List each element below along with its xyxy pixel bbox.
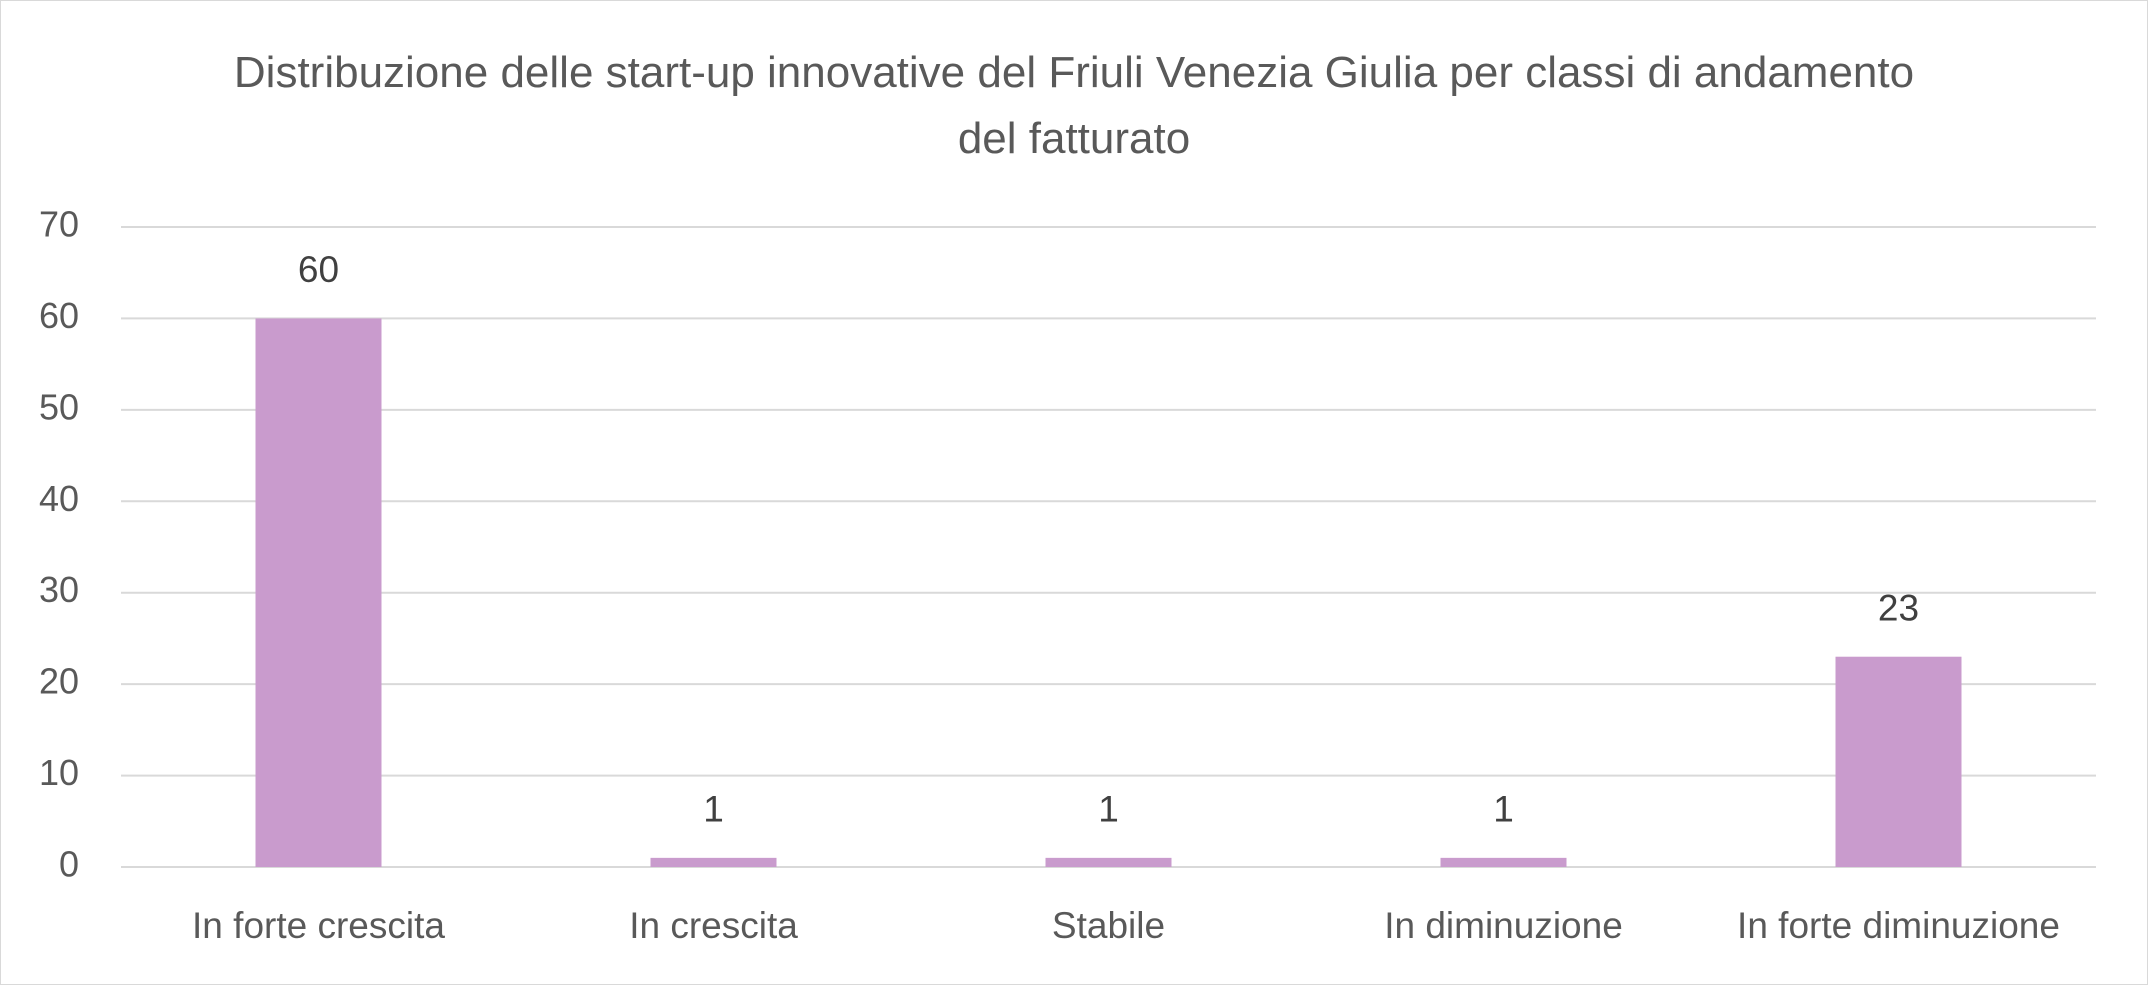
y-tick-label: 0	[59, 844, 79, 885]
y-tick-label: 50	[39, 386, 79, 427]
x-tick-label: In crescita	[629, 905, 798, 946]
data-label: 60	[298, 249, 339, 290]
x-tick-label: In diminuzione	[1384, 905, 1623, 946]
x-tick-label: Stabile	[1052, 905, 1165, 946]
x-tick-label: In forte diminuzione	[1737, 905, 2060, 946]
data-label: 1	[703, 789, 724, 830]
y-tick-label: 70	[39, 204, 79, 245]
y-tick-label: 60	[39, 295, 79, 336]
bar	[1045, 857, 1172, 867]
bar	[1835, 656, 1962, 867]
bar	[255, 318, 382, 867]
y-tick-label: 10	[39, 752, 79, 793]
bar	[1440, 857, 1567, 867]
y-tick-label: 40	[39, 478, 79, 519]
data-label: 1	[1493, 789, 1514, 830]
chart-title: Distribuzione delle start-up innovative …	[233, 48, 1915, 163]
x-tick-label: In forte crescita	[192, 905, 445, 946]
data-label: 23	[1878, 587, 1919, 628]
y-tick-label: 30	[39, 569, 79, 610]
bar	[650, 857, 777, 867]
y-tick-label: 20	[39, 661, 79, 702]
data-label: 1	[1098, 789, 1119, 830]
